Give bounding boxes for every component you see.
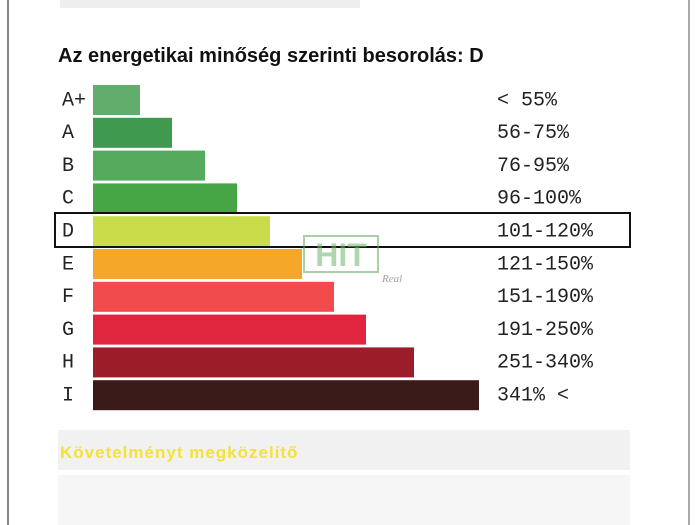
current-rating-box	[54, 212, 631, 248]
watermark: HIT Real	[303, 235, 402, 285]
rating-bar	[93, 216, 270, 247]
watermark-sub: Real	[381, 273, 402, 285]
grade-label: B	[62, 155, 74, 178]
top-shade	[60, 0, 360, 8]
footer-band-lower	[58, 475, 630, 525]
grade-label: H	[62, 352, 74, 375]
range-label: 341% <	[497, 384, 569, 407]
range-label: 251-340%	[497, 352, 594, 375]
footer-text: Követelményt megközelítő	[60, 443, 298, 462]
grade-label: A+	[62, 89, 86, 112]
range-label: 56-75%	[497, 122, 570, 145]
rating-bar	[93, 85, 140, 115]
range-label: 191-250%	[497, 319, 594, 342]
rating-bar	[93, 380, 479, 411]
rating-bar	[93, 249, 302, 279]
grade-label: D	[62, 220, 74, 243]
range-label: 101-120%	[497, 220, 594, 243]
title: Az energetikai minőség szerinti besorolá…	[58, 45, 484, 67]
rating-bar	[93, 150, 205, 181]
footer-band	[58, 430, 630, 470]
range-label: 76-95%	[497, 155, 570, 178]
range-label: < 55%	[497, 89, 558, 112]
rating-bar	[93, 117, 172, 148]
range-label: 96-100%	[497, 188, 582, 211]
range-label: 151-190%	[497, 286, 594, 309]
rating-bar	[93, 183, 237, 214]
range-label: 121-150%	[497, 253, 594, 276]
grade-label: I	[62, 384, 74, 407]
watermark-frame	[303, 235, 379, 273]
grade-label: A	[62, 122, 74, 145]
grade-label: E	[62, 253, 74, 276]
rating-bar	[93, 347, 414, 378]
grade-label: C	[62, 188, 74, 211]
rating-rows: A+ < 55% A 56-75% B 76-95% C 96-100% D 101-120% E 1…	[62, 85, 594, 411]
grade-label: G	[62, 319, 74, 342]
grade-label: F	[62, 286, 74, 309]
rating-bar	[93, 281, 334, 312]
watermark-brand: HIT	[315, 237, 367, 273]
rating-bar	[93, 314, 366, 345]
